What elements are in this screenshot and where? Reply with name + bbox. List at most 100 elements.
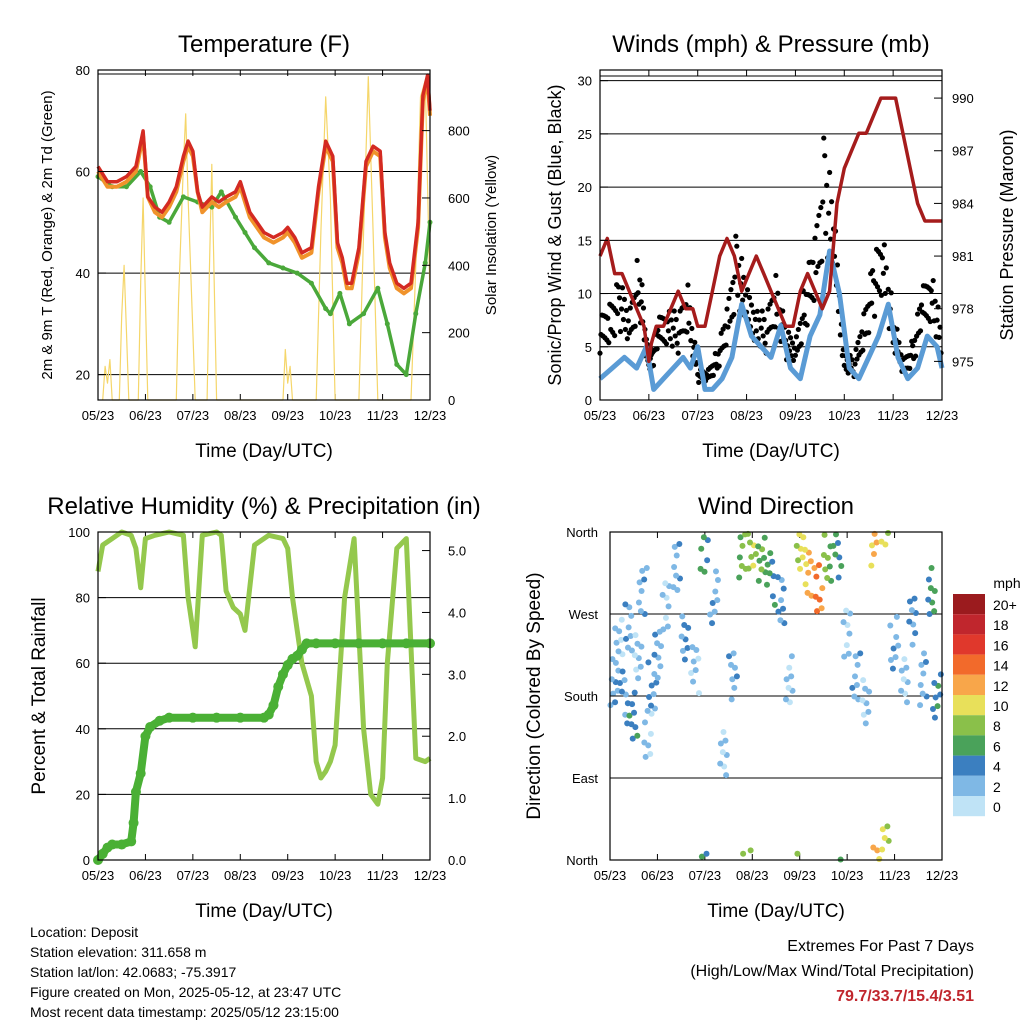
wind-direction-point <box>879 846 886 853</box>
gust-point <box>917 328 924 334</box>
speed-legend-swatch <box>953 674 985 695</box>
wind-direction-point <box>852 653 859 660</box>
created-text: Figure created on Mon, 2025-05-12, at 23… <box>30 984 342 1000</box>
gust-point <box>878 292 885 298</box>
x-tick-label-3-3: 08/23 <box>736 868 769 883</box>
temp-2m-line <box>96 73 432 291</box>
wind-direction-point <box>925 576 932 583</box>
gust-point <box>621 296 628 303</box>
wind-direction-point <box>811 564 818 571</box>
precipitation-point <box>263 709 274 720</box>
gust-point <box>814 223 820 229</box>
x-tick-label-3-7: 12/23 <box>926 868 959 883</box>
wind-direction-point <box>835 574 842 581</box>
y-tick-label-2-4: 80 <box>76 591 90 606</box>
wind-direction-point <box>851 673 858 680</box>
gust-point <box>627 305 633 311</box>
gust-point <box>750 309 757 315</box>
wind-direction-point <box>870 551 877 558</box>
wind-direction-point <box>643 564 650 571</box>
wind-direction-point <box>651 651 658 658</box>
wind-direction-point <box>793 542 800 549</box>
dewpoint-point <box>280 265 286 271</box>
extremes-values: 79.7/33.7/15.4/3.51 <box>836 988 974 1005</box>
gust-point <box>635 290 641 296</box>
wind-direction-point <box>834 540 841 547</box>
gust-point <box>775 290 781 296</box>
wind-direction-point <box>758 566 765 573</box>
latlon-text: Station lat/lon: 42.0683; -75.3917 <box>30 964 237 980</box>
y2-tick-label-0-0: 0 <box>448 393 455 408</box>
gust-point <box>723 342 729 348</box>
gust-point <box>734 243 740 249</box>
speed-legend-swatch <box>953 715 985 736</box>
wind-direction-point <box>717 740 724 747</box>
wind-direction-point <box>873 539 880 546</box>
gust-point <box>927 318 933 325</box>
wind-direction-point <box>824 575 831 582</box>
wind-direction-point <box>688 669 695 676</box>
y-tick-label-3-1: East <box>572 771 598 786</box>
elevation-text: Station elevation: 311.658 m <box>30 944 207 960</box>
speed-legend-label: 2 <box>993 779 1001 795</box>
precipitation-point <box>135 768 146 779</box>
gust-point <box>883 265 889 271</box>
dewpoint-point <box>308 280 314 286</box>
gust-point <box>692 339 698 345</box>
gust-point <box>614 310 621 317</box>
speed-legend-label: 0 <box>993 799 1001 815</box>
x-tick-label-1-3: 08/23 <box>730 408 763 423</box>
wind-direction-point <box>909 641 916 648</box>
gust-point <box>727 318 733 324</box>
gust-point <box>632 323 638 329</box>
wind-direction-point <box>862 685 869 692</box>
wind-direction-point <box>922 658 929 665</box>
wind-direction-point <box>778 597 785 604</box>
wind-direction-point <box>745 565 752 572</box>
wind-direction-point <box>908 607 915 614</box>
wind-direction-point <box>615 648 622 655</box>
wind-direction-point <box>885 529 892 536</box>
speed-legend-label: 20+ <box>993 597 1017 613</box>
dewpoint-point <box>242 229 248 235</box>
gust-point <box>787 335 794 341</box>
gust-point <box>794 347 800 353</box>
x-tick-label-1-1: 06/23 <box>633 408 666 423</box>
gust-point <box>741 274 747 280</box>
gust-point <box>765 306 771 312</box>
wind-direction-point <box>700 534 707 541</box>
y2-tick-label-1-3: 984 <box>952 196 974 211</box>
gust-point <box>623 307 629 314</box>
gust-point <box>724 306 730 312</box>
y-tick-label-2-1: 20 <box>76 787 90 802</box>
wind-direction-point <box>780 605 787 612</box>
gust-point <box>811 297 817 303</box>
dewpoint-point <box>361 311 367 317</box>
gust-point <box>762 340 768 346</box>
y2-tick-label-0-3: 600 <box>448 191 470 206</box>
wind-direction-point <box>917 702 924 709</box>
gust-point <box>752 316 758 322</box>
gust-point <box>827 169 833 176</box>
y-tick-label-1-3: 15 <box>578 233 592 248</box>
gust-point <box>866 330 872 336</box>
precipitation-point <box>126 836 137 847</box>
wind-direction-point <box>755 543 762 550</box>
precipitation-point <box>235 712 246 723</box>
wind-direction-point <box>695 690 702 697</box>
wind-direction-point <box>714 597 721 604</box>
wind-direction-point <box>717 760 724 767</box>
speed-legend-swatch <box>953 654 985 675</box>
wind-direction-point <box>876 856 883 863</box>
gust-point <box>816 212 822 219</box>
wind-direction-point <box>650 691 657 698</box>
panel-title-0: Temperature (F) <box>178 31 350 58</box>
precipitation-point <box>107 839 118 850</box>
wind-direction-point <box>851 693 858 700</box>
wind-direction-point <box>739 542 746 549</box>
wind-direction-point <box>736 574 743 581</box>
speed-legend-swatch <box>953 695 985 716</box>
wind-direction-point <box>788 653 795 660</box>
wind-direction-point <box>748 553 755 560</box>
gust-point <box>735 292 741 298</box>
